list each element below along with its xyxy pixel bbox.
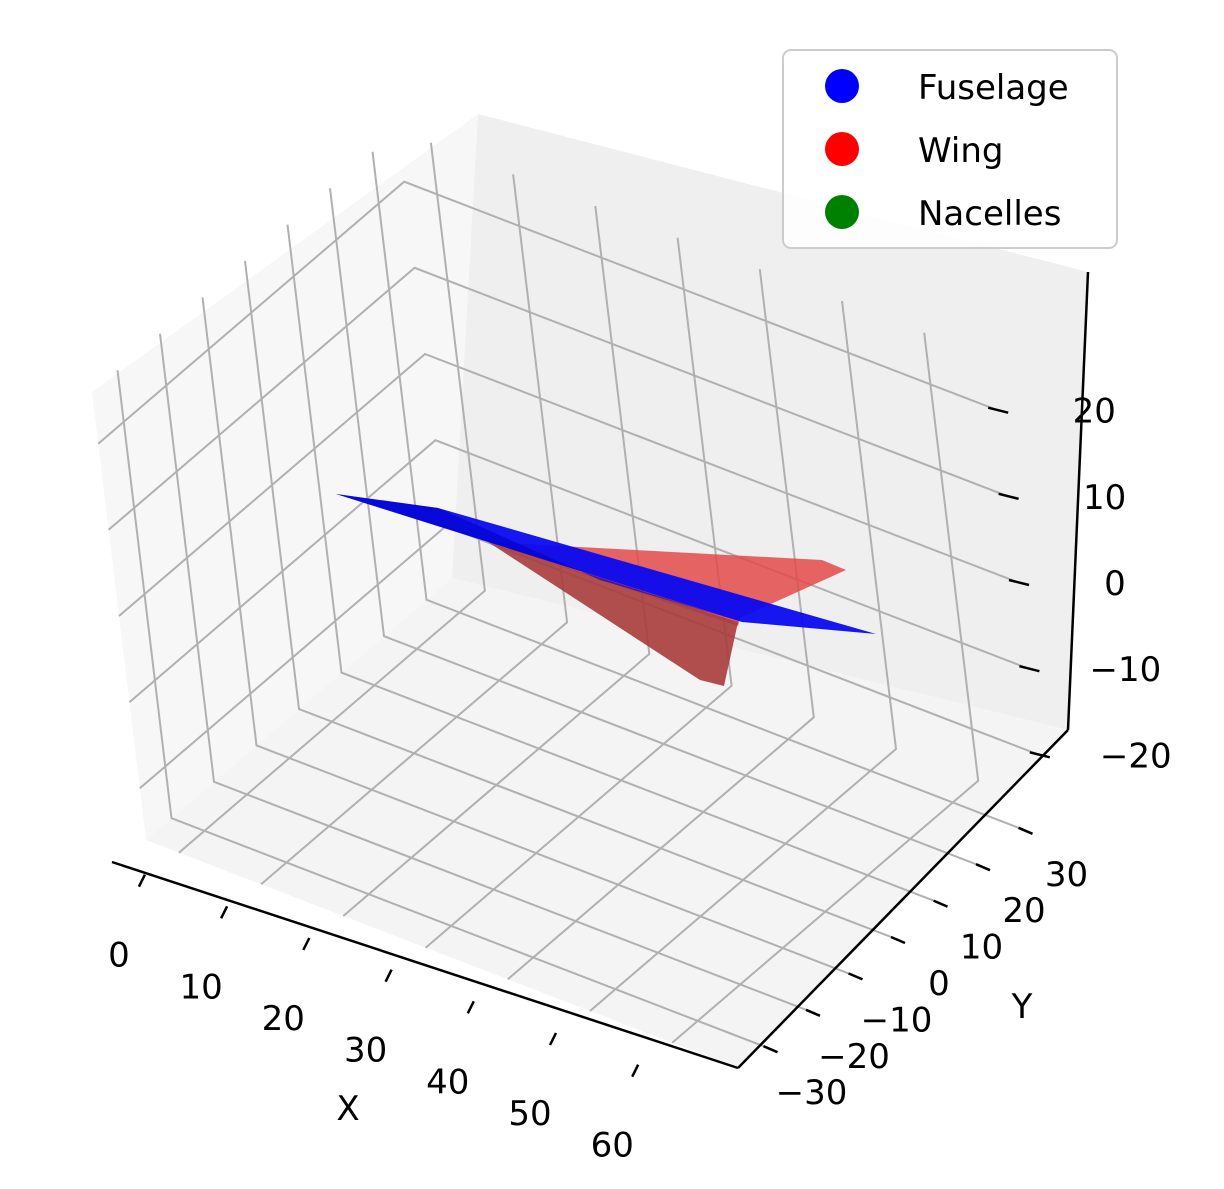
y-tick-6	[1018, 826, 1033, 835]
grid-y-0	[116, 370, 764, 1048]
legend-label-nacelles: Nacelles	[918, 194, 1061, 234]
z-tick-label-0: −20	[1100, 736, 1172, 776]
y-tick-label-0: −30	[776, 1073, 848, 1113]
grid-y-5	[329, 188, 977, 866]
x-tick-0	[137, 874, 147, 888]
x-tick-4	[466, 1000, 475, 1014]
z-tick-label-1: −10	[1090, 650, 1162, 690]
y-tick-2	[848, 972, 863, 981]
legend: Fuselage Wing Nacelles	[782, 49, 1118, 249]
z-tick-3	[998, 492, 1019, 501]
z-tick-0	[1029, 751, 1051, 759]
x-tick-label-5: 50	[508, 1094, 551, 1134]
y-tick-label-6: 30	[1045, 855, 1088, 895]
y-tick-4	[933, 899, 948, 908]
x-axis-label: X	[336, 1089, 359, 1129]
axes	[111, 271, 1090, 1070]
z-tick-2	[1008, 578, 1030, 587]
grid-y-1	[159, 333, 807, 1011]
fuselage-surface-shade	[336, 494, 742, 622]
x-tick-label-3: 30	[344, 1031, 387, 1071]
legend-label-fuselage: Fuselage	[918, 68, 1069, 108]
grid-x-0	[178, 142, 486, 854]
y-axis-label: Y	[1011, 987, 1033, 1027]
x-tick-1	[219, 905, 229, 919]
x-tick-6	[631, 1064, 640, 1078]
x-axis-line	[111, 860, 739, 1070]
x-tick-2	[302, 937, 311, 951]
legend-label-wing: Wing	[918, 131, 1003, 171]
y-tick-label-1: −20	[818, 1037, 890, 1077]
grid-y-6	[371, 151, 1019, 829]
grid-x-1	[260, 174, 569, 886]
z-tick-label-2: 0	[1104, 564, 1126, 604]
z-tick-4	[987, 406, 1009, 414]
grid-y-2	[201, 297, 849, 975]
grid-z-4	[97, 180, 997, 445]
legend-marker-nacelles	[825, 195, 859, 229]
ticks	[137, 406, 1051, 1078]
y-tick-label-5: 20	[1002, 891, 1045, 931]
y-tick-3	[890, 935, 906, 945]
grid-y-4	[286, 224, 934, 902]
x-tick-label-6: 60	[591, 1126, 634, 1166]
x-tick-5	[548, 1032, 558, 1046]
y-tick-5	[975, 863, 991, 872]
grid-x-2	[342, 205, 651, 917]
surfaces	[336, 494, 876, 686]
x-tick-label-1: 10	[179, 967, 222, 1007]
z-tick-1	[1019, 664, 1040, 673]
y-tick-0	[763, 1045, 778, 1054]
x-tick-label-0: 0	[108, 936, 130, 976]
y-tick-label-4: 10	[960, 928, 1003, 968]
y-tick-1	[805, 1008, 821, 1017]
grid-x-5	[589, 300, 898, 1012]
grid-lines	[97, 142, 1039, 1048]
x-tick-label-4: 40	[426, 1062, 469, 1102]
grid-z-2	[118, 352, 1018, 617]
y-tick-label-3: 0	[928, 964, 950, 1004]
grid-x-4	[507, 269, 815, 981]
z-axis-line	[1066, 271, 1090, 731]
y-tick-label-2: −10	[861, 1000, 933, 1040]
y-axis-line	[737, 729, 1069, 1069]
legend-marker-wing	[825, 132, 859, 166]
grid-x-3	[424, 237, 733, 949]
legend-box	[782, 49, 1118, 249]
grid-z-1	[128, 439, 1028, 703]
wing-surface-front	[488, 542, 738, 686]
z-tick-label-4: 20	[1073, 392, 1116, 432]
x-tick-3	[384, 969, 393, 983]
x-tick-label-2: 20	[262, 999, 305, 1039]
z-tick-label-3: 10	[1083, 478, 1126, 518]
grid-y-3	[244, 260, 892, 938]
grid-z-3	[107, 266, 1007, 531]
legend-marker-fuselage	[825, 69, 859, 103]
pane-floor	[146, 578, 1068, 1068]
grid-x-6	[671, 332, 980, 1044]
